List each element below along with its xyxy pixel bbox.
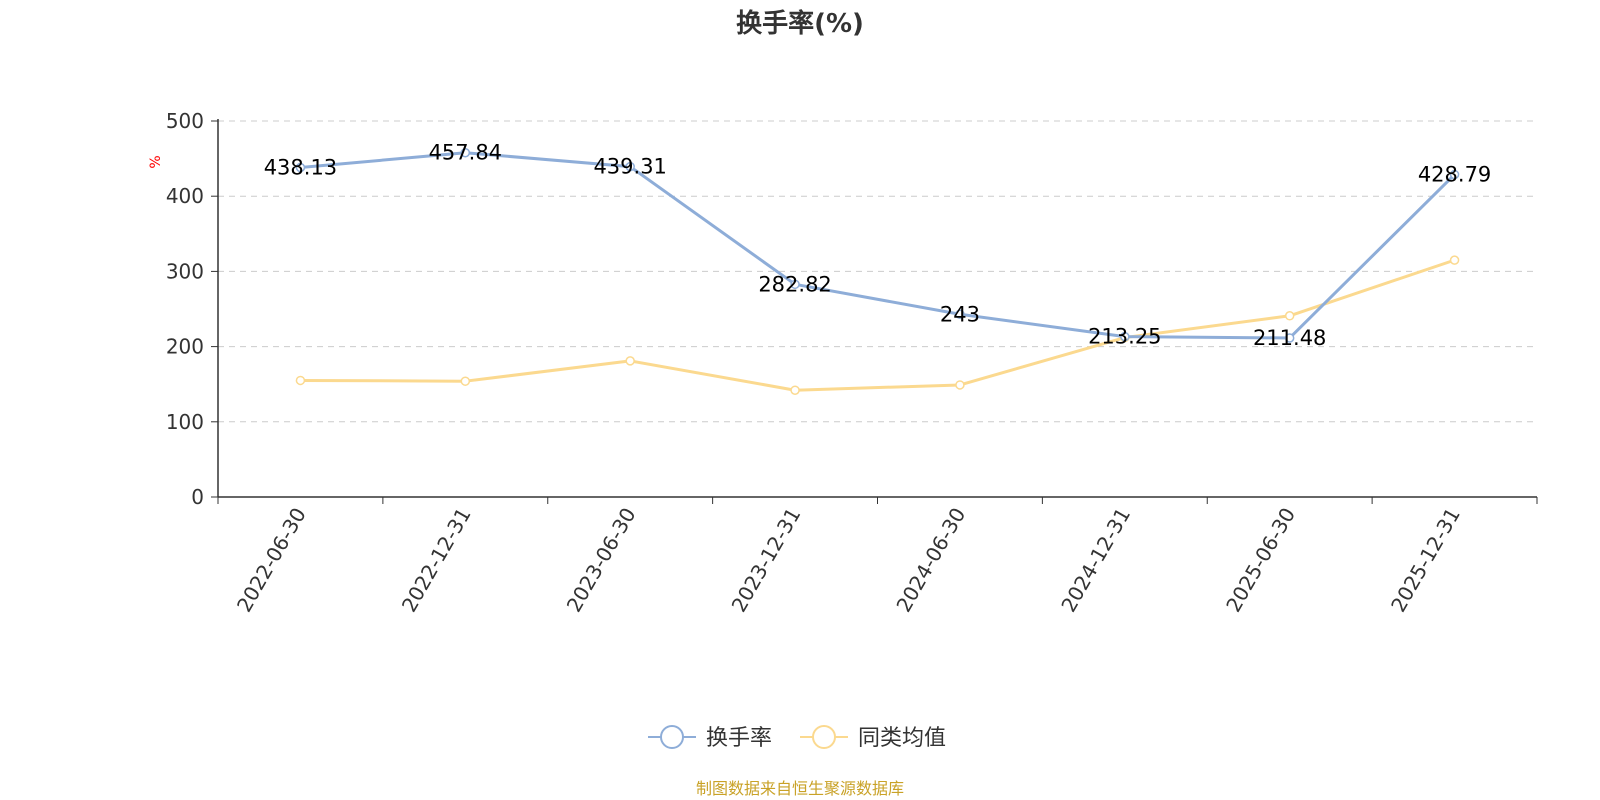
data-point bbox=[955, 380, 965, 390]
legend-label-peer-average: 同类均值 bbox=[858, 726, 946, 751]
data-labels: 438.13 457.84 439.31 282.82 243 213.25 211.48 4… bbox=[264, 141, 1492, 350]
series-line bbox=[300, 258, 1456, 392]
data-label: 213.25 bbox=[1088, 325, 1161, 349]
x-tick-label: 2022-12-31 bbox=[397, 504, 476, 617]
x-tick-label: 2024-12-31 bbox=[1056, 504, 1135, 617]
data-point bbox=[625, 356, 635, 366]
legend-item-peer-average[interactable]: 同类均值 bbox=[800, 725, 946, 751]
x-tick-label: 2023-06-30 bbox=[562, 504, 641, 617]
data-point bbox=[460, 147, 471, 158]
data-label: 438.13 bbox=[264, 156, 337, 180]
data-label: 428.79 bbox=[1418, 163, 1491, 187]
legend-marker-turnover bbox=[660, 725, 684, 749]
y-tick-label: 300 bbox=[166, 259, 204, 283]
data-point bbox=[1284, 333, 1295, 343]
data-point bbox=[1284, 311, 1295, 321]
legend-marker-peer-average bbox=[812, 725, 836, 749]
data-point bbox=[1449, 169, 1460, 180]
data-label: 243 bbox=[940, 302, 980, 326]
y-tick-label: 500 bbox=[166, 109, 204, 133]
grid-lines bbox=[218, 120, 1537, 423]
legend[interactable]: 换手率 同类均值 bbox=[648, 725, 946, 751]
series-peer-average bbox=[295, 255, 1460, 395]
data-label: 439.31 bbox=[593, 155, 666, 179]
data-point bbox=[1449, 255, 1460, 265]
data-label: 457.84 bbox=[429, 141, 502, 165]
legend-label-turnover: 换手率 bbox=[706, 726, 772, 751]
data-point bbox=[625, 161, 635, 172]
series-line bbox=[300, 151, 1456, 340]
x-tick-label: 2023-12-31 bbox=[726, 504, 805, 617]
data-label: 211.48 bbox=[1253, 326, 1326, 350]
y-tick-label: 100 bbox=[166, 410, 204, 434]
data-point bbox=[295, 375, 306, 386]
x-tick-label: 2025-12-31 bbox=[1386, 504, 1465, 617]
data-label: 282.82 bbox=[758, 272, 831, 296]
x-tick-label: 2025-06-30 bbox=[1221, 504, 1300, 617]
x-tick-label: 2024-06-30 bbox=[891, 504, 970, 617]
x-axis: 2022-06-30 2022-12-31 2023-06-30 2023-12-31… bbox=[217, 496, 1538, 617]
y-tick-label: 200 bbox=[166, 335, 204, 359]
series-layer: 438.13 457.84 439.31 282.82 243 213.25 211.48 4… bbox=[264, 141, 1492, 395]
legend-item-turnover[interactable]: 换手率 bbox=[648, 725, 772, 751]
series-turnover bbox=[295, 147, 1460, 343]
data-point bbox=[790, 385, 800, 395]
data-point bbox=[1120, 331, 1130, 342]
x-tick-label: 2022-06-30 bbox=[232, 504, 311, 617]
data-point bbox=[955, 309, 965, 320]
chart-title: 换手率(%) bbox=[736, 8, 864, 39]
data-point bbox=[790, 279, 800, 290]
data-source-note: 制图数据来自恒生聚源数据库 bbox=[696, 779, 904, 798]
y-axis: 0 100 200 300 400 500 bbox=[166, 109, 219, 509]
data-point bbox=[460, 376, 471, 386]
y-tick-label: 0 bbox=[191, 485, 204, 509]
y-axis-unit-label: % bbox=[148, 155, 164, 168]
data-point bbox=[295, 162, 306, 173]
y-tick-label: 400 bbox=[166, 184, 204, 208]
